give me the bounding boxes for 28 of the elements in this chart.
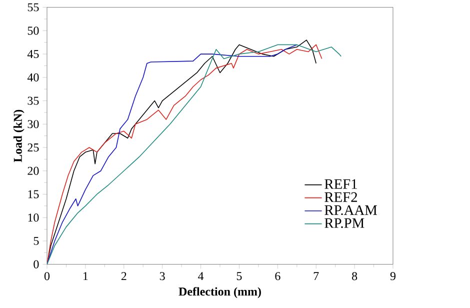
x-tick-label: 9 — [390, 272, 396, 280]
x-tick-label: 8 — [352, 272, 358, 280]
y-tick-label: 0 — [34, 260, 39, 268]
y-tick-label: 30 — [28, 120, 39, 128]
legend-label: RP.PM — [324, 218, 364, 228]
y-tick-label: 20 — [28, 166, 39, 175]
y-tick-label: 40 — [27, 73, 39, 82]
x-tick-label: 5 — [236, 272, 242, 280]
x-tick-label: 4 — [198, 272, 204, 280]
y-tick-label: 50 — [28, 26, 39, 35]
x-tick-label: 6 — [275, 272, 280, 280]
y-tick-label: 15 — [28, 190, 39, 198]
x-axis-title: Deflection (mm) — [178, 286, 261, 298]
y-tick-label: 45 — [27, 50, 39, 58]
legend-label: RP.AAM — [324, 205, 377, 215]
legend-label: REF2 — [324, 192, 357, 202]
x-tick-label: 0 — [44, 272, 50, 280]
y-axis-title: Load (kN) — [13, 110, 24, 162]
x-tick-label: 3 — [160, 272, 165, 280]
legend-label: REF1 — [324, 179, 357, 189]
y-tick-label: 5 — [34, 236, 39, 245]
y-tick-label: 10 — [28, 213, 39, 222]
y-tick-label: 35 — [28, 96, 39, 105]
y-tick-label: 55 — [28, 3, 39, 12]
x-tick-label: 2 — [121, 272, 126, 280]
x-tick-label: 1 — [84, 272, 88, 280]
y-tick-label: 25 — [28, 143, 39, 152]
x-tick-label: 7 — [314, 272, 319, 280]
